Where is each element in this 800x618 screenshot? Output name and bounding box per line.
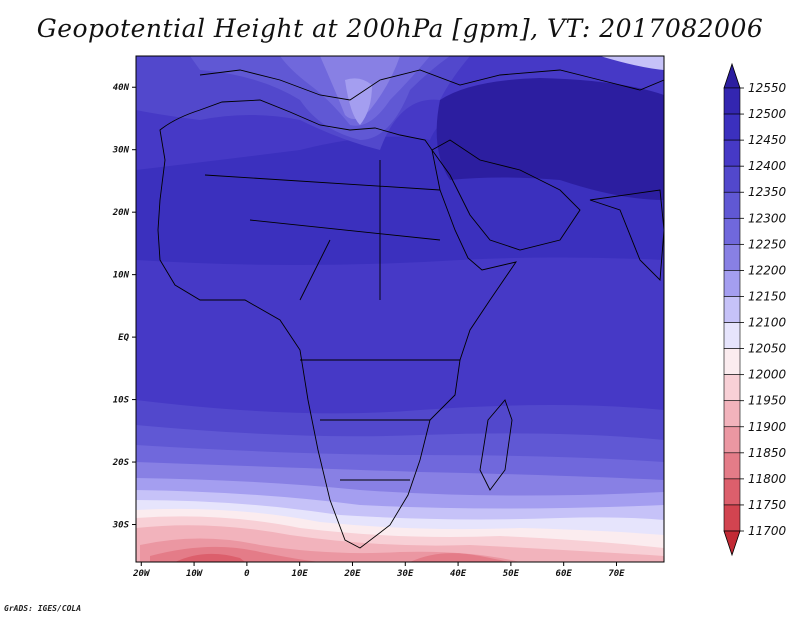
colorbar-label: 12100	[748, 316, 787, 330]
colorbar-label: 12400	[748, 159, 787, 173]
colorbar-swatch	[724, 323, 740, 349]
colorbar-swatch	[724, 192, 740, 218]
colorbar-swatch	[724, 505, 740, 531]
colorbar-swatch	[724, 114, 740, 140]
colorbar-label: 12350	[748, 185, 787, 199]
colorbar-top-arrow	[724, 64, 740, 88]
colorbar-label: 12200	[748, 263, 787, 277]
colorbar-swatch	[724, 244, 740, 270]
lon-tick-label: 10W	[186, 569, 204, 579]
colorbar-swatch	[724, 375, 740, 401]
footer-credit: GrADS: IGES/COLA	[4, 604, 81, 613]
colorbar-swatch	[724, 479, 740, 505]
colorbar: 12550 12500 12450 12400 12350 12300 12250 12200…	[724, 64, 787, 555]
colorbar-label: 11700	[748, 524, 787, 538]
colorbar-bottom-arrow	[724, 531, 740, 555]
colorbar-label: 12050	[748, 342, 787, 356]
lat-tick-label: 30S	[112, 521, 130, 531]
lat-tick-label: 10S	[113, 396, 130, 406]
lon-tick-label: 30E	[396, 569, 414, 579]
height-field	[136, 56, 664, 562]
colorbar-swatch	[724, 218, 740, 244]
lon-tick-label: 20W	[132, 569, 151, 579]
lon-tick-label: 20E	[343, 569, 361, 579]
lon-tick-label: 0	[244, 569, 250, 579]
lat-tick-label: 20S	[112, 458, 130, 468]
contour-equatorial	[136, 258, 664, 423]
colorbar-swatch	[724, 270, 740, 296]
lon-tick-label: 10E	[292, 569, 309, 579]
lat-tick-label: 20N	[112, 208, 130, 218]
colorbar-swatch	[724, 166, 740, 192]
colorbar-label: 11850	[748, 446, 787, 460]
lon-tick-label: 40E	[450, 569, 467, 579]
latitude-axis: 40N 30N 20N 10N EQ 10S 20S 30S	[112, 83, 136, 530]
colorbar-label: 12450	[748, 133, 787, 147]
lat-tick-label: EQ	[118, 333, 129, 343]
colorbar-swatch	[724, 140, 740, 166]
lon-tick-label: 50E	[503, 569, 520, 579]
lat-tick-label: 10N	[113, 271, 130, 281]
lat-tick-label: 30N	[112, 146, 130, 156]
colorbar-swatch	[724, 88, 740, 114]
colorbar-label: 12250	[748, 237, 787, 251]
lon-tick-label: 60E	[556, 569, 573, 579]
longitude-axis: 20W 10W 0 10E 20E 30E 40E 50E 60E 70E	[132, 562, 625, 579]
colorbar-swatch	[724, 349, 740, 375]
colorbar-label: 12000	[748, 368, 787, 382]
colorbar-swatch	[724, 296, 740, 322]
colorbar-swatch	[724, 401, 740, 427]
colorbar-label: 11950	[748, 394, 787, 408]
lon-tick-label: 70E	[608, 569, 625, 579]
colorbar-swatch	[724, 427, 740, 453]
colorbar-label: 11750	[748, 498, 787, 512]
colorbar-label: 12550	[748, 81, 787, 95]
colorbar-label: 12150	[748, 289, 787, 303]
colorbar-label: 12500	[748, 107, 787, 121]
lat-tick-label: 40N	[113, 83, 130, 93]
colorbar-label: 11800	[748, 472, 787, 486]
colorbar-swatch	[724, 453, 740, 479]
colorbar-label: 11900	[748, 420, 787, 434]
colorbar-label: 12300	[748, 211, 787, 225]
